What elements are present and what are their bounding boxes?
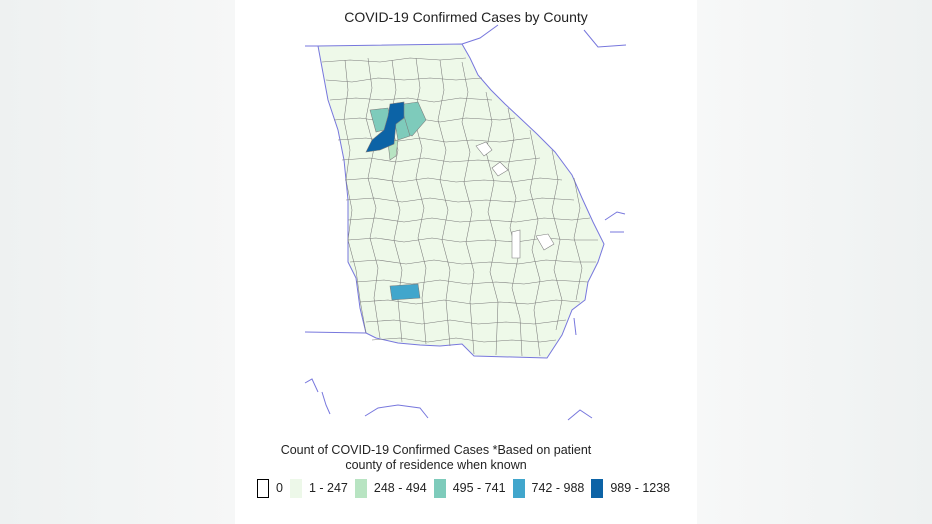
georgia-state-shape (317, 43, 605, 359)
legend-label: 495 - 741 (452, 481, 506, 495)
legend-swatch (591, 478, 604, 498)
legend-swatch (433, 478, 446, 498)
background-left (0, 0, 235, 524)
county-dougherty (389, 283, 421, 301)
state-boundary-lines (304, 24, 627, 421)
county-borders (321, 57, 598, 357)
zero-count-patches (475, 141, 555, 259)
legend-swatch (289, 478, 302, 498)
legend-swatch (354, 478, 367, 498)
legend-item-4: 742 - 988 (512, 478, 585, 498)
legend-label: 989 - 1238 (610, 481, 671, 495)
county-fulton (365, 101, 405, 153)
map-title: COVID-19 Confirmed Cases by County (344, 9, 588, 25)
legend-item-2: 248 - 494 (354, 478, 427, 498)
legend-title-line2: county of residence when known (345, 458, 527, 472)
legend-label: 0 (276, 481, 283, 495)
legend-label: 1 - 247 (308, 481, 348, 495)
legend-label: 248 - 494 (373, 481, 427, 495)
legend-item-0: 0 (257, 478, 283, 498)
legend-label: 742 - 988 (531, 481, 585, 495)
highlighted-counties (365, 101, 427, 301)
legend: 0 1 - 247 248 - 494 495 - 741 742 - 988 … (257, 477, 677, 499)
background-right (697, 0, 932, 524)
legend-swatch (257, 478, 269, 498)
legend-title: Count of COVID-19 Confirmed Cases *Based… (250, 443, 622, 473)
legend-item-5: 989 - 1238 (591, 478, 671, 498)
legend-title-line1: Count of COVID-19 Confirmed Cases *Based… (280, 443, 592, 457)
legend-item-1: 1 - 247 (289, 478, 348, 498)
legend-item-3: 495 - 741 (433, 478, 506, 498)
legend-swatch (512, 478, 525, 498)
